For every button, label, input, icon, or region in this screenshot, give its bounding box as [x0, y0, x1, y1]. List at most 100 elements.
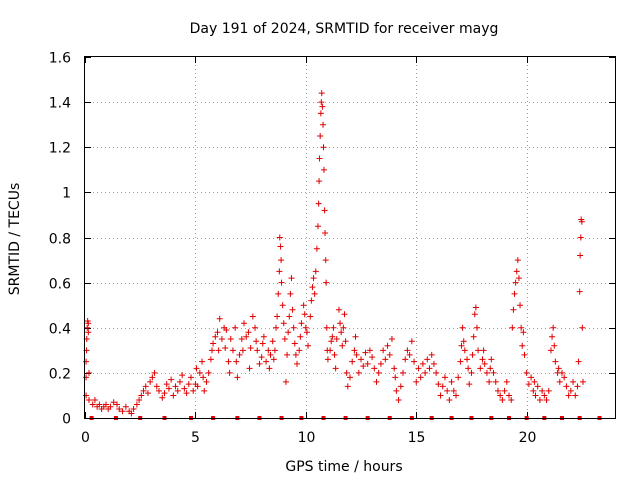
data-point [377, 360, 384, 367]
data-point [271, 347, 278, 354]
data-point [347, 374, 353, 381]
grid-lines [85, 57, 615, 418]
data-point [263, 358, 270, 365]
data-point [513, 268, 520, 275]
x-tick-label: 5 [191, 430, 200, 446]
data-point [284, 351, 291, 358]
y-tick-label: 1.2 [49, 141, 71, 157]
data-point [577, 234, 584, 241]
data-point [343, 369, 350, 376]
data-point [563, 383, 570, 390]
data-point [509, 324, 516, 331]
data-point [256, 360, 263, 367]
data-point [203, 378, 210, 385]
data-point [110, 399, 117, 406]
data-point [444, 387, 451, 394]
data-point [547, 347, 554, 354]
data-point [296, 347, 303, 354]
data-point [338, 329, 345, 336]
data-point [534, 383, 541, 390]
data-point [226, 369, 233, 376]
data-point [415, 365, 422, 372]
data-point [258, 354, 265, 361]
data-point [353, 351, 360, 358]
data-point [477, 365, 484, 372]
data-point [323, 324, 330, 331]
data-point [322, 229, 329, 236]
data-point [384, 342, 391, 349]
data-point [233, 358, 240, 365]
data-point [214, 329, 221, 336]
data-point [225, 358, 232, 365]
data-point [302, 324, 309, 331]
data-point [300, 302, 307, 309]
data-point [352, 333, 359, 340]
data-point [247, 345, 254, 352]
data-point [349, 358, 356, 365]
data-point [210, 340, 217, 347]
data-point [85, 369, 92, 376]
data-point [130, 405, 137, 412]
data-point [298, 320, 305, 327]
data-point [147, 378, 154, 385]
data-point [301, 311, 308, 318]
data-point [428, 351, 435, 358]
data-point [395, 396, 402, 403]
data-point [236, 351, 243, 358]
data-point [274, 313, 281, 320]
data-point [222, 345, 229, 352]
data-point [501, 387, 508, 394]
data-point [392, 374, 399, 381]
data-point [199, 358, 206, 365]
data-point [555, 365, 562, 372]
data-point [144, 390, 151, 397]
data-point [153, 383, 160, 390]
data-point [490, 369, 497, 376]
data-point [246, 365, 253, 372]
data-point [488, 356, 495, 363]
data-point [479, 356, 486, 363]
data-point [358, 356, 365, 363]
data-point [369, 354, 376, 361]
data-point [461, 347, 468, 354]
data-point [318, 99, 325, 106]
data-point [404, 347, 411, 354]
data-point [122, 403, 129, 410]
data-point [519, 342, 526, 349]
x-tick-label: 20 [519, 430, 537, 446]
data-point [386, 351, 393, 358]
data-point [497, 392, 504, 399]
data-point [366, 347, 373, 354]
data-point [188, 374, 194, 381]
data-point [327, 347, 334, 354]
data-point [575, 358, 582, 365]
data-point [315, 200, 322, 207]
data-point [514, 257, 521, 264]
data-point [317, 110, 324, 117]
data-point [565, 392, 572, 399]
data-point [102, 401, 109, 408]
data-point [528, 374, 535, 381]
data-point [280, 320, 287, 327]
data-point [207, 356, 214, 363]
data-point [465, 365, 472, 372]
data-point [239, 347, 246, 354]
data-point [453, 392, 459, 399]
data-point [499, 396, 506, 403]
data-point [319, 103, 326, 110]
data-point [142, 383, 149, 390]
data-point [400, 369, 406, 376]
data-point [281, 336, 288, 343]
data-point [288, 275, 295, 282]
data-point [341, 311, 348, 318]
data-point [329, 333, 336, 340]
data-point [269, 338, 276, 345]
data-point [170, 392, 177, 399]
data-point [419, 360, 426, 367]
data-point [437, 392, 444, 399]
data-point [241, 320, 247, 327]
data-point [323, 279, 330, 286]
data-point [351, 347, 358, 354]
data-point [550, 324, 557, 331]
x-tick-label: 10 [298, 430, 316, 446]
